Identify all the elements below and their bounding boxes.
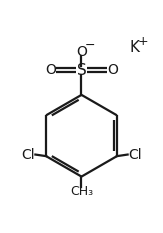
Text: +: + xyxy=(137,35,148,48)
Text: Cl: Cl xyxy=(128,147,142,161)
Text: −: − xyxy=(85,39,96,52)
Text: O: O xyxy=(107,63,118,77)
Text: CH₃: CH₃ xyxy=(70,185,93,198)
Text: Cl: Cl xyxy=(21,147,35,161)
Text: O: O xyxy=(76,45,87,59)
Text: O: O xyxy=(45,63,56,77)
Text: S: S xyxy=(77,62,86,78)
Text: K: K xyxy=(129,40,139,55)
